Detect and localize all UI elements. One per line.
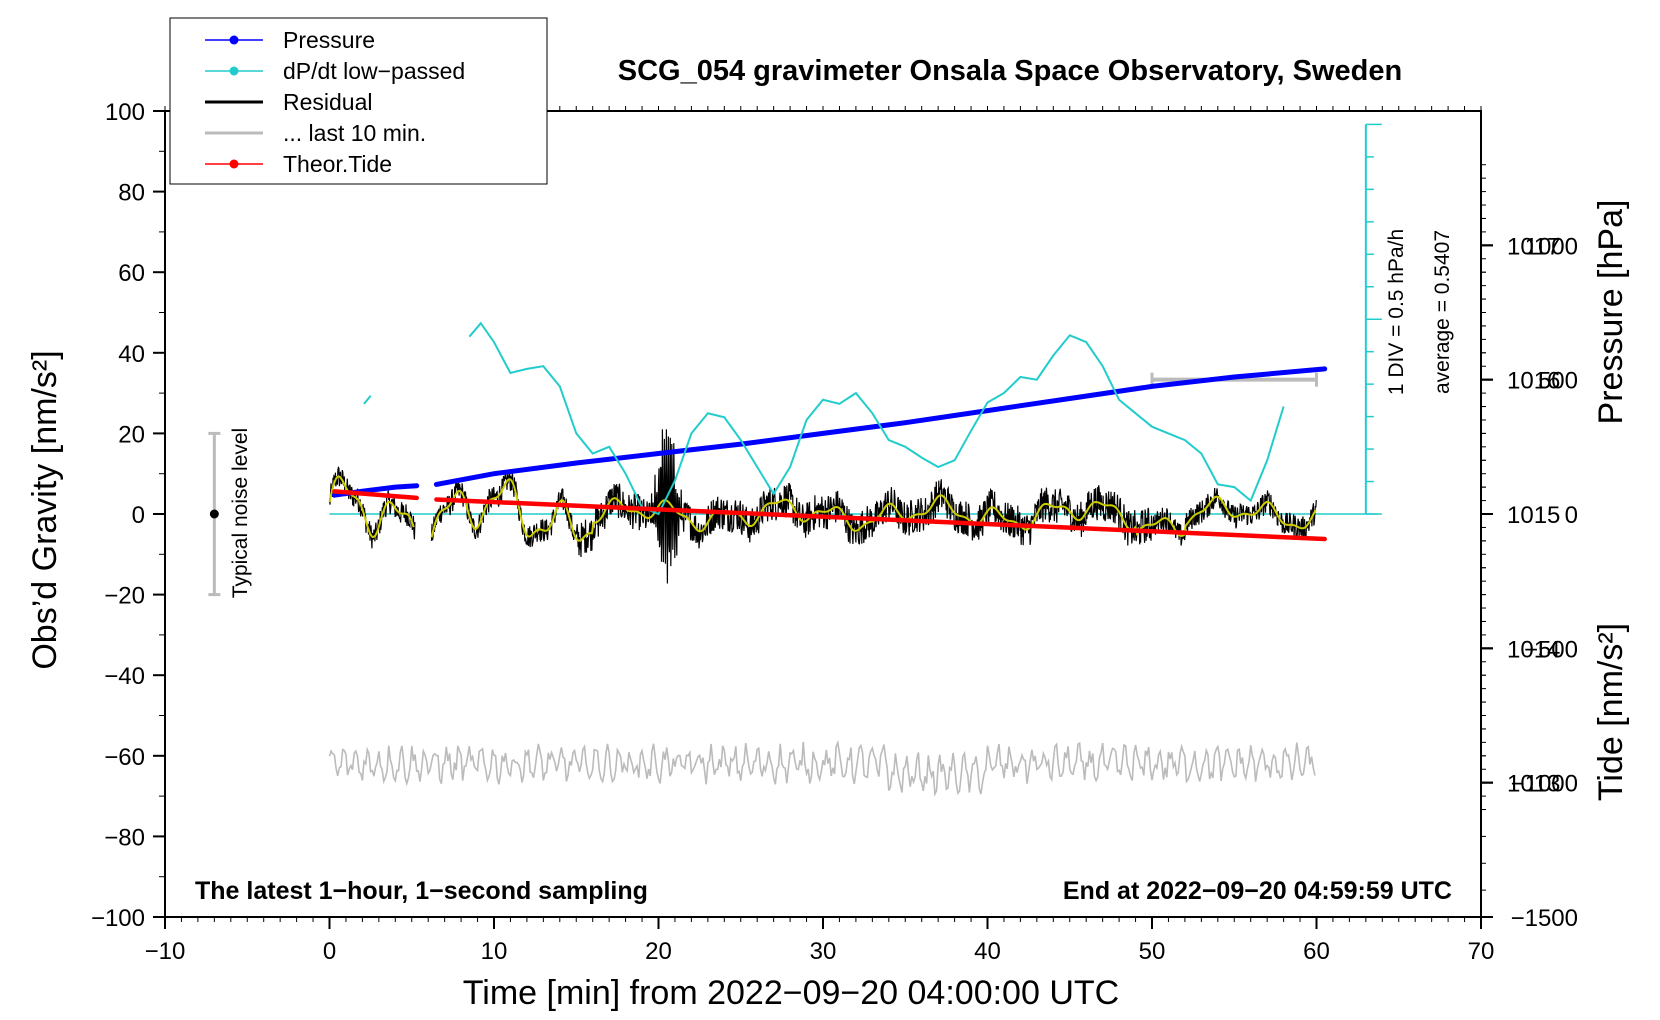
- pressure-tick-label: 1013: [1507, 771, 1560, 798]
- div-label: 1 DIV = 0.5 hPa/h: [1385, 229, 1408, 395]
- y-tick-label: −100: [91, 905, 145, 932]
- residual-line-2: [430, 429, 1317, 584]
- last-10-min-line: [328, 739, 1316, 797]
- y-tick-label: 40: [118, 341, 145, 368]
- legend-label: Theor.Tide: [283, 151, 392, 177]
- tide-tick-label: 0: [1565, 502, 1578, 529]
- x-tick-label: 50: [1139, 938, 1166, 965]
- y-tick-label: 0: [132, 502, 145, 529]
- tide-tick-label: 1000: [1525, 233, 1578, 260]
- pressure-tick-label: 1017: [1507, 233, 1560, 260]
- y-tick-label: 20: [118, 421, 145, 448]
- tide-line-2: [434, 497, 1327, 542]
- x-axis-label: Time [min] from 2022−09−20 04:00:00 UTC: [463, 974, 1119, 1012]
- legend-label: ... last 10 min.: [283, 120, 426, 146]
- y-tick-label: 60: [118, 260, 145, 287]
- legend-marker: [229, 66, 239, 76]
- tide-tick-label: 500: [1538, 368, 1578, 395]
- legend-marker: [229, 159, 239, 169]
- average-label: average = 0.5407: [1431, 230, 1454, 394]
- y-tick-label: −40: [104, 663, 145, 690]
- x-tick-label: 60: [1303, 938, 1330, 965]
- y-axis-label-pressure: Pressure [hPa]: [1592, 200, 1630, 425]
- pressure-tick-label: 1015: [1507, 502, 1560, 529]
- y-axis-label-left: Obs’d Gravity [nm/s²]: [26, 350, 64, 669]
- y-axis-label-tide: Tide [nm/s²]: [1592, 623, 1630, 801]
- tide-tick-label: −1000: [1511, 771, 1578, 798]
- y-tick-label: −60: [104, 744, 145, 771]
- x-tick-label: −10: [145, 938, 186, 965]
- y-tick-label: −80: [104, 824, 145, 851]
- x-tick-label: 30: [810, 938, 837, 965]
- residual-smoothed-line-1: [328, 475, 415, 539]
- chart-title: SCG_054 gravimeter Onsala Space Observat…: [618, 55, 1402, 87]
- y-tick-label: 80: [118, 180, 145, 207]
- legend-label: Pressure: [283, 27, 375, 53]
- tide-tick-label: −1500: [1511, 905, 1578, 932]
- noise-level-label: Typical noise level: [229, 428, 252, 598]
- x-tick-label: 40: [974, 938, 1001, 965]
- x-tick-label: 0: [323, 938, 336, 965]
- legend-marker: [229, 35, 239, 45]
- y-tick-label: −20: [104, 583, 145, 610]
- x-tick-label: 10: [481, 938, 508, 965]
- x-tick-label: 70: [1468, 938, 1495, 965]
- tide-tick-label: −500: [1524, 636, 1578, 663]
- pressure-line-2: [433, 366, 1328, 487]
- pressure-tick-label: 1014: [1507, 636, 1560, 663]
- pressure-tick-label: 1016: [1507, 368, 1560, 395]
- tide-line-1: [332, 489, 419, 501]
- legend-label: Residual: [283, 89, 373, 115]
- legend-label: dP/dt low−passed: [283, 58, 465, 84]
- noise-level-dot: [209, 509, 219, 519]
- footer-sampling-note: The latest 1−hour, 1−second sampling: [195, 877, 648, 905]
- y-tick-label: 100: [105, 99, 145, 126]
- footer-end-time: End at 2022−09−20 04:59:59 UTC: [1063, 877, 1452, 905]
- dpdt-line-early: [363, 395, 372, 405]
- x-tick-label: 20: [645, 938, 672, 965]
- dpdt-line: [468, 321, 1285, 516]
